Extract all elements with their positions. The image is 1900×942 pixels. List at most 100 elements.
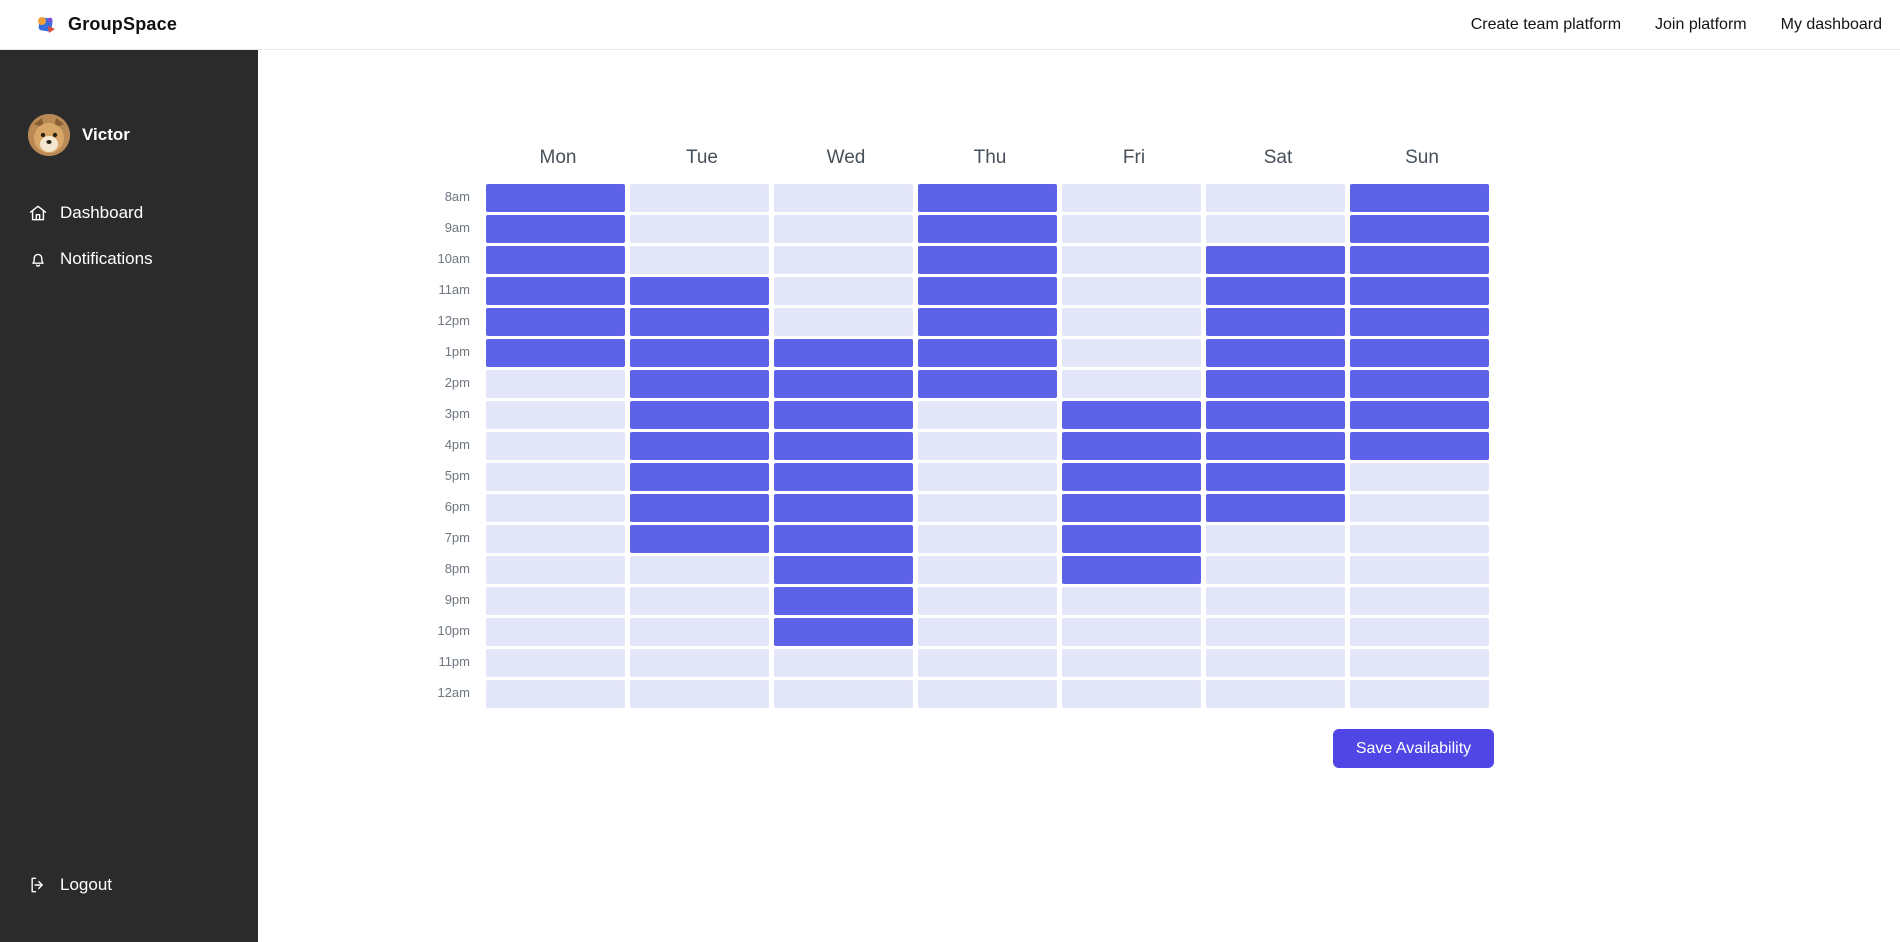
availability-cell[interactable] — [486, 556, 625, 584]
availability-cell[interactable] — [1206, 215, 1345, 243]
logout-button[interactable]: Logout — [0, 862, 258, 908]
availability-cell[interactable] — [918, 339, 1057, 367]
availability-cell[interactable] — [1350, 618, 1489, 646]
availability-cell[interactable] — [1350, 401, 1489, 429]
availability-cell[interactable] — [630, 246, 769, 274]
availability-cell[interactable] — [630, 339, 769, 367]
availability-cell[interactable] — [1206, 246, 1345, 274]
availability-cell[interactable] — [1206, 587, 1345, 615]
availability-cell[interactable] — [486, 370, 625, 398]
availability-cell[interactable] — [1062, 370, 1201, 398]
availability-cell[interactable] — [1350, 525, 1489, 553]
availability-cell[interactable] — [1206, 277, 1345, 305]
availability-cell[interactable] — [1062, 649, 1201, 677]
availability-cell[interactable] — [630, 587, 769, 615]
availability-cell[interactable] — [486, 680, 625, 708]
availability-cell[interactable] — [1206, 618, 1345, 646]
availability-cell[interactable] — [486, 339, 625, 367]
availability-cell[interactable] — [1350, 680, 1489, 708]
availability-cell[interactable] — [1206, 463, 1345, 491]
availability-cell[interactable] — [1206, 525, 1345, 553]
availability-cell[interactable] — [918, 494, 1057, 522]
availability-cell[interactable] — [918, 556, 1057, 584]
availability-cell[interactable] — [1062, 556, 1201, 584]
availability-cell[interactable] — [486, 649, 625, 677]
availability-cell[interactable] — [1206, 649, 1345, 677]
availability-cell[interactable] — [1206, 494, 1345, 522]
availability-cell[interactable] — [918, 618, 1057, 646]
availability-cell[interactable] — [918, 308, 1057, 336]
availability-cell[interactable] — [1350, 215, 1489, 243]
availability-cell[interactable] — [774, 277, 913, 305]
availability-cell[interactable] — [918, 680, 1057, 708]
create-team-platform-link[interactable]: Create team platform — [1470, 15, 1622, 33]
availability-cell[interactable] — [918, 184, 1057, 212]
availability-cell[interactable] — [774, 184, 913, 212]
availability-cell[interactable] — [774, 308, 913, 336]
availability-cell[interactable] — [1206, 370, 1345, 398]
availability-cell[interactable] — [486, 587, 625, 615]
availability-cell[interactable] — [486, 525, 625, 553]
availability-cell[interactable] — [1062, 494, 1201, 522]
availability-cell[interactable] — [1206, 432, 1345, 460]
availability-cell[interactable] — [1206, 339, 1345, 367]
availability-cell[interactable] — [1350, 277, 1489, 305]
availability-cell[interactable] — [486, 246, 625, 274]
availability-cell[interactable] — [1062, 680, 1201, 708]
availability-cell[interactable] — [486, 401, 625, 429]
availability-cell[interactable] — [1062, 184, 1201, 212]
availability-cell[interactable] — [1062, 463, 1201, 491]
availability-cell[interactable] — [1062, 618, 1201, 646]
availability-cell[interactable] — [1350, 339, 1489, 367]
availability-cell[interactable] — [1206, 556, 1345, 584]
my-dashboard-link[interactable]: My dashboard — [1780, 15, 1882, 33]
availability-cell[interactable] — [630, 463, 769, 491]
availability-cell[interactable] — [1350, 308, 1489, 336]
availability-cell[interactable] — [774, 649, 913, 677]
availability-cell[interactable] — [630, 494, 769, 522]
availability-cell[interactable] — [774, 618, 913, 646]
join-platform-link[interactable]: Join platform — [1655, 15, 1747, 33]
availability-cell[interactable] — [774, 432, 913, 460]
availability-cell[interactable] — [774, 246, 913, 274]
availability-cell[interactable] — [630, 525, 769, 553]
sidebar-item-dashboard[interactable]: Dashboard — [0, 190, 258, 236]
availability-cell[interactable] — [630, 432, 769, 460]
availability-cell[interactable] — [774, 339, 913, 367]
availability-cell[interactable] — [630, 649, 769, 677]
availability-cell[interactable] — [774, 680, 913, 708]
availability-cell[interactable] — [486, 184, 625, 212]
availability-cell[interactable] — [1206, 680, 1345, 708]
availability-cell[interactable] — [918, 246, 1057, 274]
availability-cell[interactable] — [486, 463, 625, 491]
availability-cell[interactable] — [918, 215, 1057, 243]
availability-cell[interactable] — [1206, 308, 1345, 336]
availability-cell[interactable] — [1350, 649, 1489, 677]
availability-cell[interactable] — [630, 556, 769, 584]
availability-cell[interactable] — [1062, 401, 1201, 429]
availability-cell[interactable] — [486, 215, 625, 243]
availability-cell[interactable] — [1350, 494, 1489, 522]
availability-cell[interactable] — [774, 494, 913, 522]
availability-cell[interactable] — [1062, 587, 1201, 615]
availability-cell[interactable] — [1350, 587, 1489, 615]
availability-cell[interactable] — [1206, 401, 1345, 429]
availability-cell[interactable] — [918, 649, 1057, 677]
availability-cell[interactable] — [1062, 308, 1201, 336]
availability-cell[interactable] — [486, 277, 625, 305]
availability-cell[interactable] — [918, 587, 1057, 615]
availability-cell[interactable] — [630, 277, 769, 305]
availability-cell[interactable] — [1350, 184, 1489, 212]
availability-cell[interactable] — [918, 401, 1057, 429]
availability-cell[interactable] — [1350, 246, 1489, 274]
availability-cell[interactable] — [774, 587, 913, 615]
availability-cell[interactable] — [774, 463, 913, 491]
availability-cell[interactable] — [1062, 215, 1201, 243]
availability-cell[interactable] — [486, 494, 625, 522]
availability-cell[interactable] — [774, 215, 913, 243]
availability-cell[interactable] — [774, 525, 913, 553]
availability-cell[interactable] — [630, 680, 769, 708]
availability-cell[interactable] — [1062, 339, 1201, 367]
availability-cell[interactable] — [630, 184, 769, 212]
availability-cell[interactable] — [774, 401, 913, 429]
